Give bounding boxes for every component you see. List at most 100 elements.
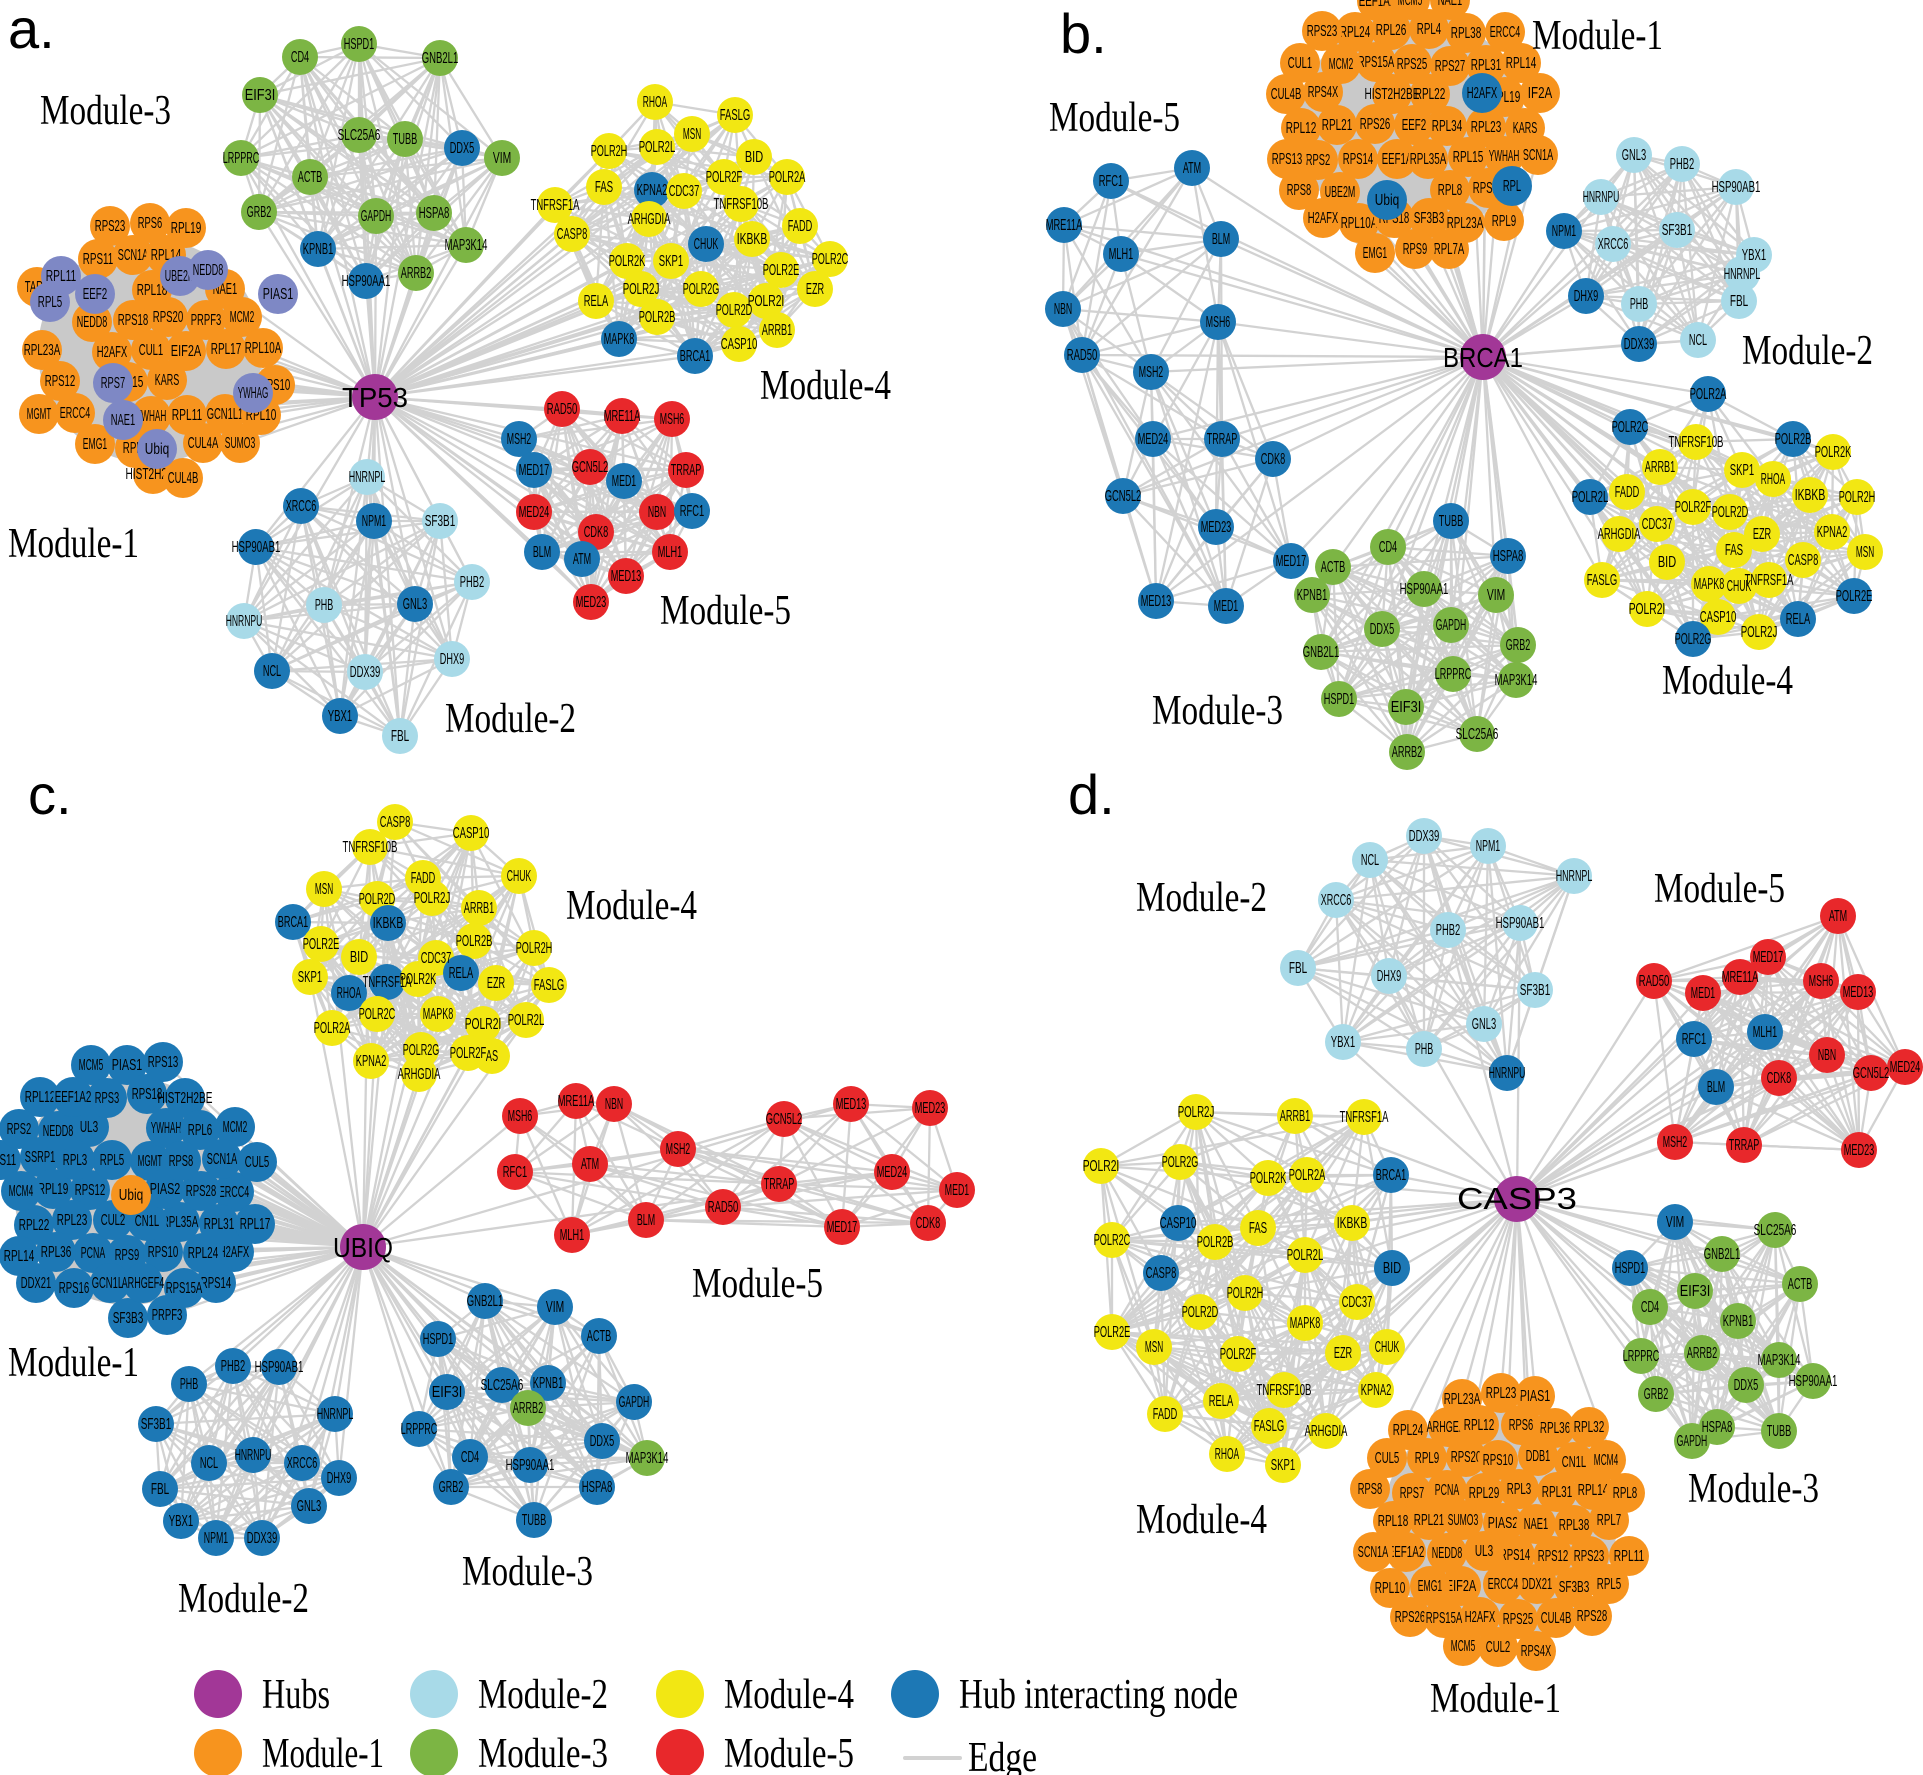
svg-text:FBL: FBL: [391, 728, 410, 745]
svg-text:RPS13: RPS13: [1272, 151, 1303, 168]
svg-text:NEDD8: NEDD8: [193, 262, 224, 279]
svg-text:CHUK: CHUK: [694, 236, 719, 253]
svg-text:Module-4: Module-4: [566, 883, 697, 929]
svg-text:FAS: FAS: [595, 179, 613, 196]
svg-text:GCN5L2: GCN5L2: [1853, 1065, 1890, 1082]
svg-text:POLR2A: POLR2A: [769, 169, 806, 186]
svg-text:EIF3I: EIF3I: [1391, 699, 1422, 716]
svg-text:SUMO3: SUMO3: [225, 435, 256, 452]
svg-text:RPL35A: RPL35A: [1410, 151, 1447, 168]
svg-text:POLR2A: POLR2A: [1289, 1167, 1326, 1184]
svg-text:TP53: TP53: [342, 382, 408, 413]
svg-text:RPS11: RPS11: [0, 1152, 16, 1169]
svg-text:MSH6: MSH6: [1809, 973, 1833, 990]
svg-text:HNRNPU: HNRNPU: [226, 613, 263, 630]
svg-text:HSPD1: HSPD1: [423, 1331, 454, 1348]
svg-text:RPL6: RPL6: [188, 1122, 212, 1139]
svg-text:MAP3K14: MAP3K14: [1758, 1352, 1801, 1369]
svg-text:FASLG: FASLG: [534, 977, 565, 994]
svg-text:CDC37: CDC37: [669, 183, 700, 200]
svg-text:POLR2D: POLR2D: [1182, 1304, 1219, 1321]
svg-text:MSN: MSN: [1145, 1339, 1163, 1356]
svg-text:RPL35A: RPL35A: [162, 1214, 199, 1231]
svg-text:RPL11: RPL11: [46, 268, 77, 285]
svg-text:HNRNPU: HNRNPU: [1489, 1065, 1526, 1082]
svg-text:POLR2D: POLR2D: [716, 302, 753, 319]
svg-text:POLR2E: POLR2E: [763, 262, 800, 279]
svg-text:CD4: CD4: [461, 1449, 480, 1466]
svg-text:POLR2H: POLR2H: [516, 940, 553, 957]
svg-text:TUBB: TUBB: [393, 131, 417, 148]
svg-text:TNFRSF10B: TNFRSF10B: [1669, 434, 1724, 451]
svg-text:RPL11: RPL11: [1614, 1548, 1645, 1565]
svg-text:BRCA1: BRCA1: [1443, 342, 1523, 373]
svg-text:CDC37: CDC37: [1642, 516, 1673, 533]
svg-text:PIAS1: PIAS1: [263, 286, 294, 303]
svg-text:CHUK: CHUK: [1727, 578, 1752, 595]
svg-text:MAP3K14: MAP3K14: [1495, 672, 1538, 689]
svg-text:EMG1: EMG1: [1363, 245, 1387, 262]
svg-text:RFC1: RFC1: [1682, 1031, 1706, 1048]
svg-text:CDC37: CDC37: [421, 950, 452, 967]
svg-text:RPL23A: RPL23A: [24, 342, 61, 359]
svg-text:PHB: PHB: [180, 1376, 198, 1393]
svg-text:RPS16: RPS16: [59, 1280, 90, 1297]
svg-text:d.: d.: [1068, 763, 1115, 826]
svg-text:IKBKB: IKBKB: [737, 231, 768, 248]
svg-text:RELA: RELA: [1786, 611, 1811, 628]
svg-text:YWHAH: YWHAH: [151, 1120, 182, 1137]
svg-text:HSP90AA1: HSP90AA1: [1789, 1373, 1838, 1390]
svg-text:RPS6: RPS6: [1509, 1417, 1533, 1434]
svg-text:POLR2D: POLR2D: [1712, 504, 1749, 521]
svg-text:RFC1: RFC1: [503, 1164, 527, 1181]
svg-text:b.: b.: [1060, 2, 1107, 65]
svg-text:DDX5: DDX5: [1734, 1377, 1758, 1394]
svg-text:MLH1: MLH1: [1753, 1024, 1777, 1041]
svg-text:GNL3: GNL3: [1472, 1016, 1496, 1033]
svg-text:CUL1: CUL1: [139, 342, 163, 359]
svg-text:EEF1A: EEF1A: [1382, 151, 1413, 168]
svg-text:CDK8: CDK8: [1261, 451, 1285, 468]
svg-text:DHX9: DHX9: [440, 651, 464, 668]
svg-text:RHOA: RHOA: [643, 94, 668, 111]
svg-text:a.: a.: [8, 0, 55, 60]
svg-text:RAD50: RAD50: [1639, 973, 1670, 990]
svg-text:SLC25A6: SLC25A6: [1456, 726, 1499, 743]
svg-text:POLR2I: POLR2I: [465, 1016, 502, 1033]
svg-text:VIM: VIM: [493, 150, 511, 167]
svg-text:RPL24: RPL24: [188, 1245, 219, 1262]
svg-text:LRPPRC: LRPPRC: [1623, 1348, 1660, 1365]
svg-text:PRPF3: PRPF3: [191, 312, 222, 329]
svg-text:CD4: CD4: [291, 49, 310, 66]
svg-text:DDX39: DDX39: [1409, 828, 1440, 845]
svg-text:ARHGDIA: ARHGDIA: [628, 211, 671, 228]
svg-text:BID: BID: [350, 949, 368, 966]
svg-text:RPL5: RPL5: [1597, 1576, 1621, 1593]
svg-text:UBE2M: UBE2M: [165, 268, 196, 285]
svg-text:H2AFX: H2AFX: [1467, 85, 1498, 102]
svg-text:ARRB2: ARRB2: [1687, 1345, 1718, 1362]
svg-text:UL3: UL3: [80, 1119, 98, 1136]
svg-text:RPL21: RPL21: [1322, 117, 1353, 134]
svg-text:RPS15A: RPS15A: [1426, 1610, 1463, 1627]
svg-text:PHB2: PHB2: [460, 574, 484, 591]
svg-text:MED23: MED23: [1844, 1142, 1875, 1159]
svg-text:IF2A: IF2A: [1528, 85, 1553, 102]
svg-text:NPM1: NPM1: [1476, 838, 1500, 855]
svg-text:EIF3I: EIF3I: [1680, 1283, 1711, 1300]
svg-text:CUL5: CUL5: [245, 1154, 269, 1171]
svg-text:GAPDH: GAPDH: [361, 208, 392, 225]
svg-text:RELA: RELA: [449, 965, 474, 982]
svg-text:FASLG: FASLG: [1254, 1418, 1285, 1435]
svg-text:NPM1: NPM1: [204, 1530, 228, 1547]
svg-text:RPS4X: RPS4X: [1308, 84, 1339, 101]
svg-text:POLR2I: POLR2I: [1083, 1158, 1120, 1175]
svg-text:BLM: BLM: [1707, 1079, 1725, 1096]
svg-text:SKP1: SKP1: [298, 969, 322, 986]
svg-text:CUL4A: CUL4A: [188, 435, 219, 452]
svg-text:DHX9: DHX9: [1377, 968, 1401, 985]
svg-text:YBX1: YBX1: [328, 708, 352, 725]
svg-text:IKBKB: IKBKB: [1795, 487, 1826, 504]
svg-text:MSN: MSN: [1856, 544, 1874, 561]
svg-text:POLR2G: POLR2G: [403, 1042, 440, 1059]
